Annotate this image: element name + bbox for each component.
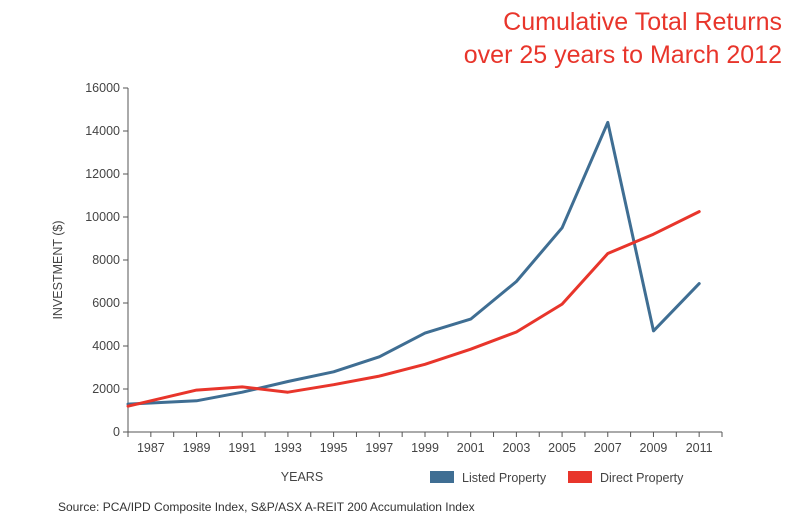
x-tick-label: 1989 [183, 441, 211, 455]
x-tick-label: 1999 [411, 441, 439, 455]
x-tick-label: 1987 [137, 441, 165, 455]
x-tick-label: 1991 [228, 441, 256, 455]
y-tick-label: 14000 [85, 124, 120, 138]
legend-swatch-direct-property [568, 471, 592, 483]
x-tick-label: 2003 [502, 441, 530, 455]
legend-label-listed-property: Listed Property [462, 471, 547, 485]
x-tick-label: 1993 [274, 441, 302, 455]
x-tick-label: 2009 [640, 441, 668, 455]
y-tick-label: 6000 [92, 296, 120, 310]
y-tick-label: 16000 [85, 81, 120, 95]
y-axis-title: INVESTMENT ($) [51, 220, 65, 319]
x-tick-label: 2011 [686, 441, 713, 455]
y-tick-label: 10000 [85, 210, 120, 224]
series-line-listed-property [126, 120, 701, 406]
y-tick-label: 12000 [85, 167, 120, 181]
source-note: Source: PCA/IPD Composite Index, S&P/ASX… [58, 500, 475, 514]
y-axis: 0 2000 4000 6000 8000 10000 12000 14000 16000 [85, 81, 129, 439]
y-tick-label: 4000 [92, 339, 120, 353]
x-tick-label: 2007 [594, 441, 622, 455]
legend: Listed Property Direct Property [430, 471, 684, 485]
y-tick-label: 0 [113, 425, 120, 439]
y-tick-label: 2000 [92, 382, 120, 396]
x-tick-label: 1995 [320, 441, 348, 455]
x-axis: 1987 1989 1991 1993 1995 1997 1999 2001 2003 2005… [127, 431, 723, 455]
series-line-direct-property [126, 210, 701, 408]
x-tick-label: 1997 [365, 441, 393, 455]
x-tick-label: 2001 [457, 441, 485, 455]
x-axis-title: YEARS [281, 470, 323, 484]
chart-title: Cumulative Total Returns over 25 years t… [464, 6, 782, 72]
chart-title-line-2: over 25 years to March 2012 [463, 41, 782, 69]
legend-label-direct-property: Direct Property [600, 471, 684, 485]
legend-swatch-listed-property [430, 471, 454, 483]
series-lines [126, 120, 701, 408]
chart-title-line-1: Cumulative Total Returns [503, 8, 782, 36]
x-tick-label: 2005 [548, 441, 576, 455]
y-tick-label: 8000 [92, 253, 120, 267]
